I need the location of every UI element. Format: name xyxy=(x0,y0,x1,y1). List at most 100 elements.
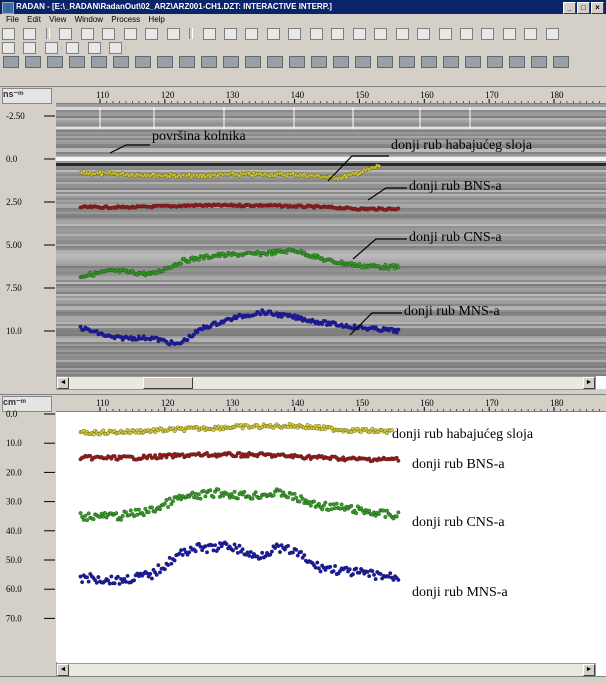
scroll-right-arrow[interactable]: ► xyxy=(583,377,595,389)
print-icon[interactable] xyxy=(123,28,137,40)
radargram-band xyxy=(56,302,606,304)
open-file-icon[interactable] xyxy=(2,28,15,40)
marker-icon[interactable] xyxy=(438,28,452,40)
import-icon[interactable] xyxy=(66,42,80,54)
monitor-icon[interactable] xyxy=(374,28,388,40)
close-button[interactable]: × xyxy=(591,2,604,14)
cut-icon[interactable] xyxy=(59,28,73,40)
copy-icon[interactable] xyxy=(80,28,94,40)
interp-tool-11-icon[interactable] xyxy=(223,56,239,68)
interp-tool-13-icon[interactable] xyxy=(267,56,283,68)
interp-tool-20-icon[interactable] xyxy=(421,56,437,68)
minimize-button[interactable]: _ xyxy=(563,2,576,14)
interp-icon[interactable] xyxy=(245,28,259,40)
interp-tool-24-icon[interactable] xyxy=(509,56,525,68)
scroll-thumb[interactable] xyxy=(143,377,193,389)
bottom-hscrollbar[interactable]: ◄ ► xyxy=(56,663,596,677)
printer-icon[interactable] xyxy=(395,28,409,40)
interp-tool-4-icon[interactable] xyxy=(69,56,85,68)
grid-icon[interactable] xyxy=(331,28,345,40)
interp-tool-23-icon[interactable] xyxy=(487,56,503,68)
play-icon[interactable] xyxy=(502,28,516,40)
new-icon[interactable] xyxy=(2,42,15,54)
x-tick-label: 150 xyxy=(355,90,369,100)
interp-tool-16-icon[interactable] xyxy=(333,56,349,68)
prev-icon[interactable] xyxy=(459,28,473,40)
interp-tool-5-icon[interactable] xyxy=(91,56,107,68)
direct-wave-2 xyxy=(56,127,606,129)
pick-point xyxy=(307,453,312,458)
bottom-depth-plot[interactable]: 110 120 130 140 150 160 170 180 0.0 10.0 20.0 30.0 4… xyxy=(0,395,606,677)
interp-tool-1-icon[interactable] xyxy=(3,56,19,68)
interp-tool-25-icon[interactable] xyxy=(531,56,547,68)
scroll-left-arrow[interactable]: ◄ xyxy=(57,664,69,676)
radargram-band xyxy=(56,244,606,246)
x-ruler-top xyxy=(56,87,606,104)
scroll-right-arrow[interactable]: ► xyxy=(583,664,595,676)
interp-tool-14-icon[interactable] xyxy=(289,56,305,68)
interp-tool-8-icon[interactable] xyxy=(157,56,173,68)
save-icon[interactable] xyxy=(23,28,37,40)
scroll-left-arrow[interactable]: ◄ xyxy=(57,377,69,389)
interp-tool-19-icon[interactable] xyxy=(399,56,415,68)
interp-tool-9-icon[interactable] xyxy=(179,56,195,68)
pointer-icon[interactable] xyxy=(145,28,159,40)
radan-app-icon[interactable] xyxy=(2,2,14,14)
edit-icon[interactable] xyxy=(23,42,37,54)
paste-icon[interactable] xyxy=(102,28,116,40)
maximize-button[interactable]: □ xyxy=(577,2,590,14)
filter-icon[interactable] xyxy=(288,28,302,40)
interp-tool-17-icon[interactable] xyxy=(355,56,371,68)
menu-window[interactable]: Window xyxy=(74,15,104,24)
interp-tool-12-icon[interactable] xyxy=(245,56,261,68)
help-icon[interactable] xyxy=(417,28,431,40)
table-icon[interactable] xyxy=(352,28,366,40)
menu-file[interactable]: File xyxy=(6,15,19,24)
interp-tool-15-icon[interactable] xyxy=(311,56,327,68)
radargram-band xyxy=(56,374,606,376)
top-radargram[interactable]: 110 120 130 140 150 160 170 180 -2.50 0.0 2.50 5.00… xyxy=(0,87,606,389)
menu-process[interactable]: Process xyxy=(111,15,141,24)
menu-edit[interactable]: Edit xyxy=(27,15,41,24)
radargram-band xyxy=(56,298,606,300)
interp-tool-6-icon[interactable] xyxy=(113,56,129,68)
stop-icon[interactable] xyxy=(166,28,180,40)
interp-tool-7-icon[interactable] xyxy=(135,56,151,68)
pick-point xyxy=(195,496,200,501)
record-icon[interactable] xyxy=(545,28,559,40)
next-icon[interactable] xyxy=(481,28,495,40)
menu-view[interactable]: View xyxy=(49,15,67,24)
interp-tool-18-icon[interactable] xyxy=(377,56,393,68)
interp-tool-2-icon[interactable] xyxy=(25,56,41,68)
wave-icon[interactable] xyxy=(266,28,280,40)
dim-icon[interactable] xyxy=(109,42,123,54)
interp-tool-26-icon[interactable] xyxy=(553,56,569,68)
interp-tool-10-icon[interactable] xyxy=(201,56,217,68)
x-tick-label: 130 xyxy=(226,398,240,408)
interp-tool-22-icon[interactable] xyxy=(465,56,481,68)
disk-icon[interactable] xyxy=(87,42,101,54)
pick-point xyxy=(91,273,96,278)
mns-layer-picks xyxy=(78,308,401,347)
pick-point xyxy=(357,570,362,575)
mns-depth-picks xyxy=(78,540,401,586)
y-tick-label: 70.0 xyxy=(6,613,22,623)
pick-point xyxy=(119,517,124,522)
y-tick-label: -2.50 xyxy=(6,111,25,121)
radargram-band xyxy=(56,232,606,234)
wiggle-icon[interactable] xyxy=(223,28,237,40)
radargram-band xyxy=(56,226,606,228)
pick-point xyxy=(94,580,99,585)
interp-tool-21-icon[interactable] xyxy=(443,56,459,68)
top-hscrollbar[interactable]: ◄ ► xyxy=(56,376,596,390)
pick-point xyxy=(347,567,352,572)
linescan-icon[interactable] xyxy=(202,28,216,40)
interp-tool-3-icon[interactable] xyxy=(47,56,63,68)
x-tick-label: 110 xyxy=(96,398,110,408)
top-panel: ns⁻ᵐ 110 120 130 140 150 160 170 180 -2.50 0.0 2.5… xyxy=(0,86,606,390)
gain-icon[interactable] xyxy=(309,28,323,40)
pause-icon[interactable] xyxy=(524,28,538,40)
export-icon[interactable] xyxy=(44,42,58,54)
menu-help[interactable]: Help xyxy=(148,15,165,24)
y-tick-label: 50.0 xyxy=(6,555,22,565)
